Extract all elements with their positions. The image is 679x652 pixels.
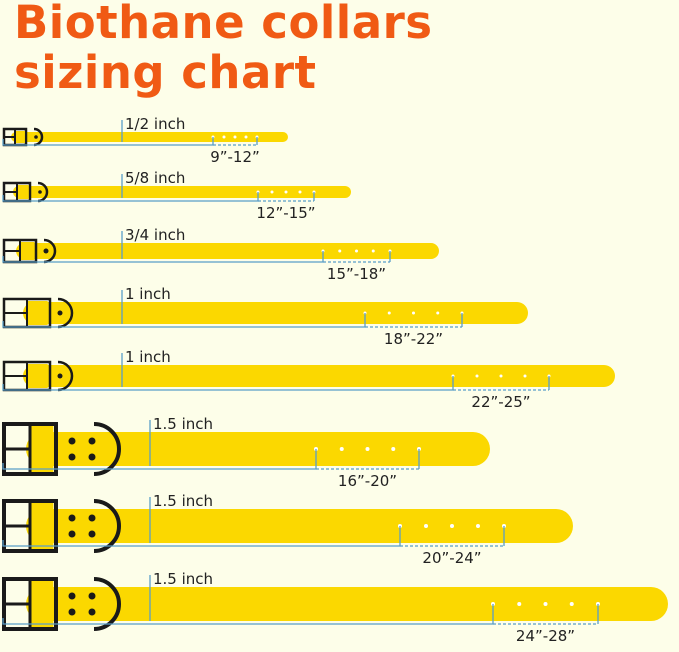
adjustment-hole [233,135,237,139]
adjustment-hole [475,374,479,378]
buckle-strap-fold [17,185,29,199]
rivet [43,248,49,254]
width-label: 3/4 inch [125,226,185,244]
adjustment-hole [339,447,344,451]
width-label: 1 inch [125,285,171,303]
adjustment-hole [424,524,428,528]
rivet [88,530,96,538]
buckle-strap-fold [27,364,48,388]
buckle-strap-fold [30,426,54,472]
d-ring-icon [93,577,121,631]
rivet [88,592,96,600]
collar-strap [23,302,528,324]
width-label: 1/2 inch [125,115,185,133]
adjustment-hole [412,311,415,315]
collar-strap [23,365,615,387]
rivet [34,135,38,139]
rivet [57,310,63,316]
adjustment-hole [499,374,503,378]
collar-strap [26,509,573,543]
rivet [68,530,76,538]
adjustment-hole [284,190,288,194]
d-ring-icon [93,422,121,476]
length-bracket [2,376,454,391]
collar-strap [26,587,668,621]
chart-title-line-2: sizing chart [14,46,317,99]
adjustment-hole [517,602,522,606]
rivet [68,592,76,600]
rivet [88,608,96,616]
collar-1: 1/2 inch 9”-12” [2,115,288,166]
buckle-strap-fold [27,301,48,325]
collar-8: 1.5 inch 24”-28” [2,570,668,645]
collar-5: 1 inch 22”-25” [2,348,615,411]
collar-3: 3/4 inch 15”-18” [2,226,439,283]
adjustment-hole [387,311,391,315]
adjustment-hole [371,249,375,253]
d-ring-icon [93,499,121,553]
d-ring-icon [43,238,57,264]
length-bracket [2,313,366,328]
length-bracket [2,449,317,470]
size-range-label: 9”-12” [210,148,260,166]
d-ring-icon [57,297,74,329]
adjustment-hole [365,447,370,451]
rivet [68,453,76,461]
size-range-label: 24”-28” [516,627,575,645]
size-range-label: 22”-25” [471,393,530,411]
width-label: 1.5 inch [153,570,213,588]
collar-2: 5/8 inch 12”-15” [2,169,351,222]
width-label: 1.5 inch [153,415,213,433]
buckle-strap-fold [15,131,25,143]
width-label: 1.5 inch [153,492,213,510]
adjustment-hole [391,447,396,451]
adjustment-hole [270,190,274,194]
rivet [68,437,76,445]
length-bracket [2,251,324,263]
adjustment-hole [355,249,358,253]
buckle-strap-fold [30,503,54,549]
buckle-strap-fold [30,581,54,627]
rivet [57,373,63,379]
chart-title-line-1: Biothane collars [14,0,433,49]
rivet [68,514,76,522]
collar-strap [16,243,439,259]
adjustment-hole [543,602,548,606]
rivet [68,608,76,616]
rivet [38,190,42,194]
collar-strap [26,432,490,466]
adjustment-hole [476,524,480,528]
length-bracket [2,137,214,146]
collar-4: 1 inch 18”-22” [2,285,528,348]
adjustment-hole [569,602,574,606]
rivet [88,514,96,522]
adjustment-hole [222,135,226,139]
size-range-label: 18”-22” [384,330,443,348]
size-range-label: 12”-15” [256,204,315,222]
collar-6: 1.5 inch 16”-20” [2,415,490,490]
collar-7: 1.5 inch 20”-24” [2,492,573,567]
length-bracket [2,526,401,547]
adjustment-hole [298,190,302,194]
width-label: 1 inch [125,348,171,366]
rivet [88,453,96,461]
rivet [88,437,96,445]
collar-strap [13,186,351,198]
adjustment-hole [436,311,440,315]
size-range-label: 15”-18” [327,265,386,283]
adjustment-hole [523,374,527,378]
collar-strap [11,132,288,142]
d-ring-icon [57,360,74,392]
buckle-strap-fold [20,242,35,260]
width-label: 5/8 inch [125,169,185,187]
size-range-label: 20”-24” [422,549,481,567]
length-bracket [2,192,259,202]
adjustment-hole [338,249,342,253]
adjustment-hole [450,524,454,528]
adjustment-hole [244,135,248,139]
length-bracket [2,604,494,625]
size-range-label: 16”-20” [338,472,397,490]
